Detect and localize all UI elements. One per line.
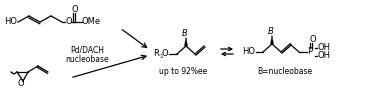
Text: O: O: [309, 35, 316, 43]
Text: HO: HO: [242, 47, 255, 56]
Text: R: R: [153, 49, 159, 58]
Text: 1: 1: [159, 54, 163, 60]
Text: OMe: OMe: [82, 18, 101, 26]
Text: O: O: [162, 49, 169, 58]
Text: P: P: [307, 47, 312, 56]
Text: O: O: [18, 79, 25, 87]
Text: Pd/DACH: Pd/DACH: [70, 45, 104, 54]
Text: B=nucleobase: B=nucleobase: [257, 66, 312, 75]
Polygon shape: [184, 37, 187, 46]
Text: up to 92%ee: up to 92%ee: [159, 68, 207, 77]
Text: O: O: [72, 5, 79, 14]
Text: nucleobase: nucleobase: [65, 56, 109, 64]
Polygon shape: [271, 35, 274, 44]
Text: O: O: [65, 18, 71, 26]
Text: OH: OH: [317, 43, 330, 51]
Text: HO: HO: [4, 18, 17, 26]
Text: B: B: [268, 26, 274, 35]
Text: B: B: [182, 28, 188, 37]
Text: OH: OH: [317, 51, 330, 60]
